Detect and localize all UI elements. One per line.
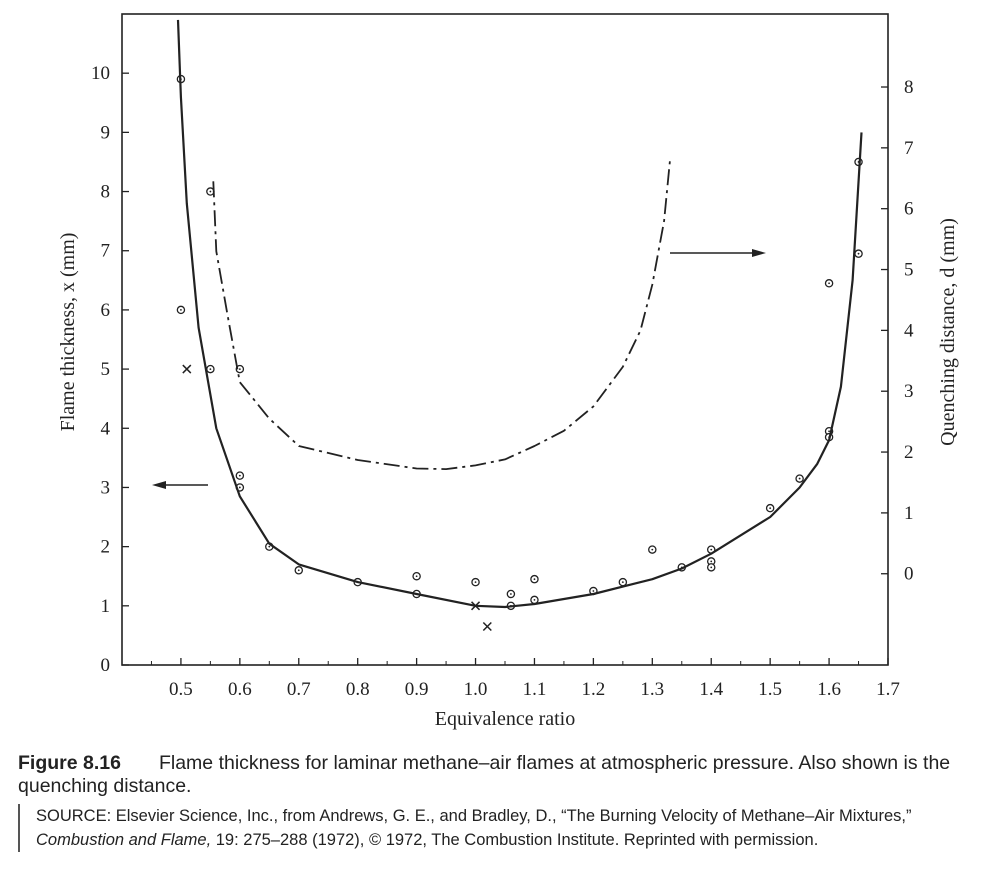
left-tick-label: 9 bbox=[101, 122, 111, 143]
x-tick-label: 0.8 bbox=[346, 679, 370, 700]
left-tick-label: 8 bbox=[101, 182, 111, 203]
left-tick-label: 3 bbox=[101, 477, 111, 498]
data-point-circle-center bbox=[238, 474, 241, 477]
right-tick-label: 3 bbox=[904, 381, 914, 402]
data-point-circle-center bbox=[238, 486, 241, 489]
left-tick-label: 5 bbox=[101, 359, 111, 380]
figure-label: Figure 8.16 bbox=[18, 752, 121, 774]
data-point-circle-center bbox=[238, 368, 241, 370]
data-point-circle-center bbox=[474, 581, 477, 584]
source-journal: Combustion and Flame, bbox=[36, 831, 212, 849]
data-point-x bbox=[182, 364, 192, 374]
left-tick-label: 4 bbox=[101, 418, 111, 439]
data-point-circle-center bbox=[592, 590, 595, 592]
caption-text: Flame thickness for laminar methane–air … bbox=[18, 752, 951, 797]
data-point-circle-center bbox=[798, 477, 801, 480]
source-text-start: SOURCE: Elsevier Science, Inc., from And… bbox=[36, 807, 912, 825]
x-tick-label: 1.6 bbox=[817, 679, 841, 700]
x-tick-label: 0.9 bbox=[405, 679, 429, 700]
x-tick-label: 1.5 bbox=[758, 679, 782, 700]
data-point-circle-center bbox=[297, 569, 300, 572]
right-tick-label: 7 bbox=[904, 138, 914, 159]
x-tick-label: 1.7 bbox=[876, 679, 900, 700]
right-tick-label: 8 bbox=[904, 77, 914, 98]
source-text-end: 19: 275–288 (1972), © 1972, The Combusti… bbox=[211, 831, 819, 849]
x-tick-label: 1.3 bbox=[640, 679, 664, 700]
caption-source: SOURCE: Elsevier Science, Inc., from And… bbox=[18, 804, 988, 852]
x-tick-label: 1.2 bbox=[582, 679, 606, 700]
chart-axes bbox=[121, 13, 889, 666]
data-point-circle-center bbox=[415, 575, 418, 578]
right-axis-title: Quenching distance, d (mm) bbox=[937, 218, 959, 446]
figure-caption: Figure 8.16 Flame thickness for laminar m… bbox=[18, 752, 988, 852]
data-point-circle-center bbox=[828, 430, 830, 433]
data-point-circle-center bbox=[710, 560, 713, 563]
data-point-circle-center bbox=[710, 548, 713, 551]
flame-thickness-curve bbox=[176, 19, 863, 609]
data-point-circle-center bbox=[180, 309, 182, 311]
left-tick-label: 2 bbox=[101, 537, 111, 558]
x-tick-label: 0.5 bbox=[169, 679, 193, 700]
x-tick-label: 0.6 bbox=[228, 679, 252, 700]
chart-series bbox=[176, 19, 863, 632]
data-point-circle-center bbox=[268, 545, 271, 548]
x-tick-label: 1.0 bbox=[464, 679, 488, 700]
chart-annotations bbox=[152, 249, 766, 489]
data-point-circle-center bbox=[509, 593, 512, 595]
left-tick-label: 7 bbox=[101, 241, 111, 262]
chart-ticks: 0.5 0.6 0.7 0.8 0.9 1.0 1.1 1.2 1.3 1.4 1.5 1.6 1.7 0… bbox=[91, 63, 914, 700]
data-point-circle-center bbox=[828, 282, 830, 285]
x-axis-title: Equivalence ratio bbox=[435, 708, 576, 730]
data-point-circle-center bbox=[209, 368, 212, 370]
right-tick-label: 2 bbox=[904, 442, 914, 463]
left-tick-label: 10 bbox=[91, 63, 110, 84]
right-tick-label: 4 bbox=[904, 320, 914, 341]
data-point-x-stroke bbox=[482, 622, 492, 632]
left-tick-label: 1 bbox=[101, 596, 111, 617]
data-point-x bbox=[482, 622, 492, 632]
right-tick-label: 5 bbox=[904, 260, 914, 281]
data-point-circle-center bbox=[533, 578, 536, 581]
quenching-distance-curve bbox=[212, 159, 671, 470]
right-tick-label: 1 bbox=[904, 503, 914, 524]
data-point-circle-center bbox=[209, 190, 212, 193]
data-point-x-stroke bbox=[182, 364, 192, 374]
left-tick-label: 0 bbox=[101, 655, 111, 676]
data-point-circle-center bbox=[533, 599, 536, 601]
data-point-circle-center bbox=[769, 507, 772, 510]
left-tick-label: 6 bbox=[101, 300, 111, 321]
right-axis-arrow-head bbox=[752, 249, 766, 257]
plot-frame bbox=[121, 13, 889, 666]
x-tick-label: 1.4 bbox=[699, 679, 723, 700]
data-point-circle-center bbox=[710, 566, 713, 569]
right-tick-label: 0 bbox=[904, 564, 914, 585]
left-axis-arrow-head bbox=[152, 481, 166, 489]
left-axis-title: Flame thickness, x (mm) bbox=[57, 233, 79, 432]
data-point-circle-center bbox=[651, 548, 654, 551]
right-tick-label: 6 bbox=[904, 199, 914, 220]
x-tick-label: 1.1 bbox=[523, 679, 547, 700]
data-point-circle-center bbox=[857, 252, 860, 255]
data-point-circle-center bbox=[621, 581, 624, 584]
caption-main: Figure 8.16 Flame thickness for laminar m… bbox=[18, 752, 988, 798]
chart-svg: 0.5 0.6 0.7 0.8 0.9 1.0 1.1 1.2 1.3 1.4 1.5 1.6 1.7 0… bbox=[57, 13, 959, 730]
x-tick-label: 0.7 bbox=[287, 679, 311, 700]
